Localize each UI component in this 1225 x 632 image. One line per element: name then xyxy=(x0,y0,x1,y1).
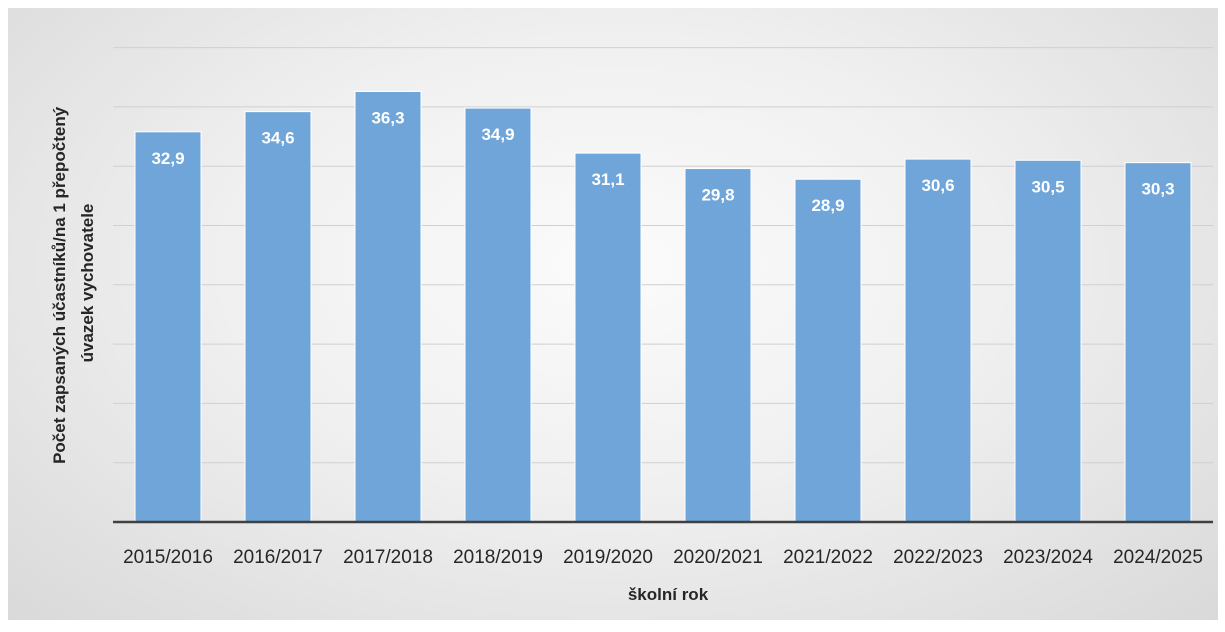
x-tick-label: 2015/2016 xyxy=(123,547,213,568)
bar-value-label: 30,5 xyxy=(1031,177,1064,196)
bar-value-label: 36,3 xyxy=(371,108,404,127)
bar-value-label: 30,3 xyxy=(1141,180,1174,199)
bar xyxy=(574,152,642,523)
x-tick-label: 2023/2024 xyxy=(1003,547,1093,568)
x-tick-label: 2020/2021 xyxy=(673,547,763,568)
bar xyxy=(1124,162,1192,523)
y-axis-title: Počet zapsaných účastníků/na 1 přepočten… xyxy=(50,102,97,464)
bar-value-label: 30,6 xyxy=(921,176,954,195)
bar xyxy=(134,131,202,523)
bar xyxy=(794,178,862,523)
bars xyxy=(134,90,1192,523)
chart-area: 32,9 34,6 36,3 34,9 31,1 29,8 28,9 30,6 30,5 30,3… xyxy=(8,8,1218,620)
y-axis-title-line-2: úvazek vychovatele xyxy=(78,204,97,363)
x-tick-label: 2022/2023 xyxy=(893,547,983,568)
bar xyxy=(354,90,422,523)
x-tick-label: 2021/2022 xyxy=(783,547,873,568)
bar-value-label: 34,6 xyxy=(261,129,294,148)
x-axis-title: školní rok xyxy=(628,585,709,604)
bar-chart: 32,9 34,6 36,3 34,9 31,1 29,8 28,9 30,6 30,5 30,3… xyxy=(50,47,1213,604)
bar xyxy=(684,168,752,523)
x-tick-label: 2017/2018 xyxy=(343,547,433,568)
bar xyxy=(1014,159,1082,523)
bar xyxy=(464,107,532,523)
bar-value-label: 29,8 xyxy=(701,186,734,205)
bar xyxy=(904,158,972,523)
y-axis-title-line-1: Počet zapsaných účastníků/na 1 přepočten… xyxy=(50,106,69,464)
bar-value-label: 31,1 xyxy=(591,170,624,189)
value-labels: 32,9 34,6 36,3 34,9 31,1 29,8 28,9 30,6 30,5 30,3 xyxy=(151,108,1174,215)
bar-value-label: 34,9 xyxy=(481,125,514,144)
x-tick-labels: 2015/2016 2016/2017 2017/2018 2018/2019 2019… xyxy=(123,547,1203,568)
x-tick-label: 2019/2020 xyxy=(563,547,653,568)
x-tick-label: 2016/2017 xyxy=(233,547,323,568)
bar xyxy=(244,111,312,523)
x-tick-label: 2018/2019 xyxy=(453,547,543,568)
bar-value-label: 28,9 xyxy=(811,196,844,215)
bar-value-label: 32,9 xyxy=(151,149,184,168)
x-tick-label: 2024/2025 xyxy=(1113,547,1203,568)
